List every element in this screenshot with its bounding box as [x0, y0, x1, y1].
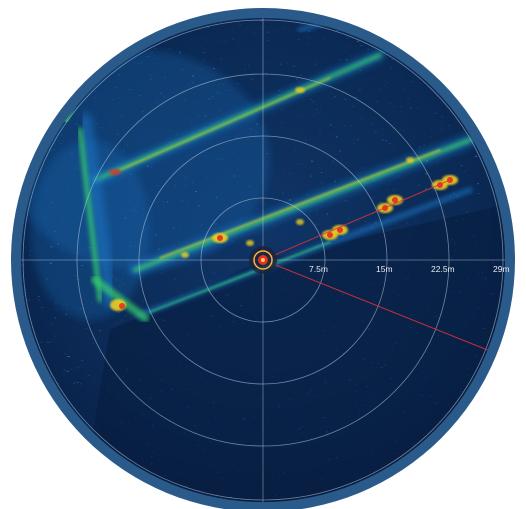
range-label-2: 15m [376, 264, 393, 274]
heading-line-upper [262, 179, 451, 261]
transducer-marker [249, 246, 277, 274]
range-label-4: 29m [493, 264, 510, 274]
heading-line-lower [262, 259, 501, 356]
range-label-3: 22.5m [431, 264, 455, 274]
range-label-1: 7.5m [309, 264, 328, 274]
